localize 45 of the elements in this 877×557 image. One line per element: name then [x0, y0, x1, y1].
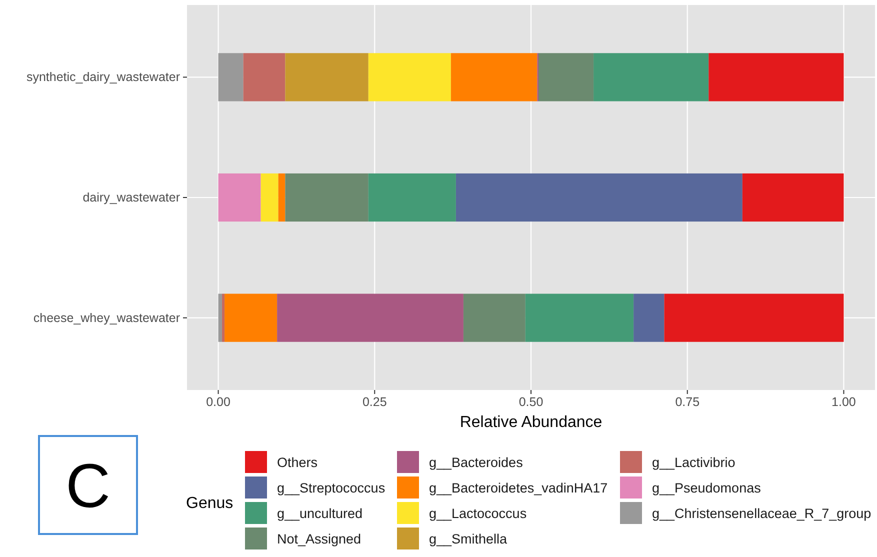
- bar: [285, 53, 368, 102]
- bar: [634, 294, 664, 342]
- x-tick-label: 0.75: [675, 394, 700, 409]
- legend-label: g__Bacteroides: [429, 455, 524, 470]
- legend-label: g__Bacteroidetes_vadinHA17: [429, 480, 608, 496]
- bar: [594, 53, 709, 102]
- y-tick-label: cheese_whey_wastewater: [33, 310, 180, 325]
- bar: [456, 173, 742, 222]
- bar: [218, 173, 261, 222]
- bar: [278, 173, 286, 222]
- y-tick-label: dairy_wastewater: [82, 190, 180, 204]
- legend-label: g__Lactococcus: [429, 506, 527, 521]
- x-tick-label: 0.25: [362, 394, 387, 409]
- bar: [525, 294, 634, 342]
- bar: [285, 173, 368, 222]
- bar: [368, 53, 451, 102]
- bar: [224, 294, 278, 342]
- x-tick-label: 0.00: [206, 394, 230, 409]
- bar: [664, 294, 844, 342]
- bar: [218, 53, 244, 102]
- legend-label: g__Smithella: [429, 532, 508, 546]
- bar: [222, 294, 225, 342]
- legend-label: Others: [277, 455, 318, 470]
- legend-label: g__uncultured: [277, 506, 363, 521]
- y-tick-label: synthetic_dairy_wastewater: [26, 70, 180, 84]
- legend-label: g__Pseudomonas: [652, 480, 762, 496]
- bar: [538, 53, 594, 102]
- text: C: [66, 452, 110, 521]
- legend-label: g__Christensenellaceae_R_7_group: [652, 506, 872, 521]
- bar: [463, 294, 526, 342]
- bar: [450, 53, 538, 102]
- legend-title: Genus: [186, 495, 234, 512]
- bar: [218, 294, 222, 342]
- legend-label: g__Streptococcus: [277, 480, 386, 496]
- bar: [708, 53, 844, 102]
- bar: [243, 53, 286, 102]
- bar: [368, 173, 456, 222]
- x-tick-label: 0.50: [518, 394, 544, 409]
- bar: [260, 173, 278, 222]
- x-tick-label: 1.00: [832, 394, 856, 409]
- bar: [742, 173, 844, 222]
- bar: [277, 294, 464, 342]
- legend-label: Not_Assigned: [277, 532, 362, 546]
- x-axis-title: Relative Abundance: [460, 414, 602, 431]
- legend-label: g__Lactivibrio: [652, 455, 736, 470]
